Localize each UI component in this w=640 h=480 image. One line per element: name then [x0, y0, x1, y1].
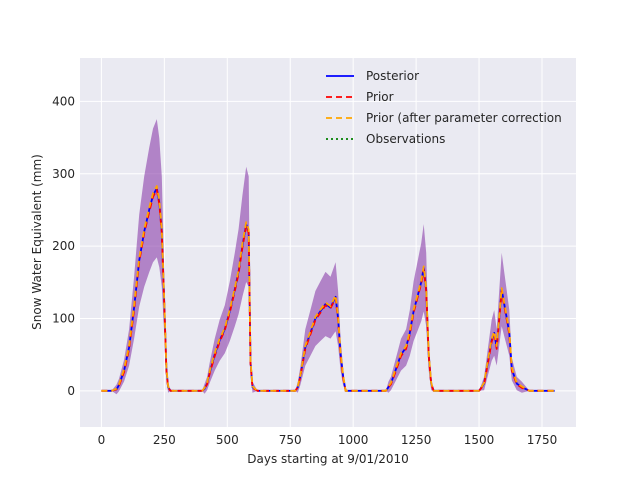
legend-label: Prior: [366, 90, 394, 104]
y-tick-label: 300: [52, 167, 75, 181]
y-tick-label: 200: [52, 239, 75, 253]
x-tick-label: 250: [153, 433, 176, 447]
grid: [80, 58, 576, 427]
x-tick-label: 500: [216, 433, 239, 447]
legend-label: Posterior: [366, 69, 419, 83]
y-tick-label: 100: [52, 311, 75, 325]
series-line-3: [101, 185, 555, 392]
legend-label: Observations: [366, 132, 445, 146]
y-tick-labels: 0 100 200 300 400: [52, 94, 75, 397]
x-axis-label: Days starting at 9/01/2010: [247, 452, 408, 466]
x-tick-label: 0: [98, 433, 106, 447]
y-axis-label: Snow Water Equivalent (mm): [30, 154, 44, 330]
x-tick-label: 750: [279, 433, 302, 447]
series-lines: [101, 185, 555, 392]
x-tick-labels: 0 250 500 750 1000 1250 1500 1750: [98, 433, 558, 447]
y-tick-label: 400: [52, 94, 75, 108]
x-tick-label: 1500: [464, 433, 495, 447]
legend: Posterior Prior Prior (after parameter cor…: [326, 69, 562, 146]
y-tick-label: 0: [67, 384, 75, 398]
x-tick-label: 1000: [338, 433, 369, 447]
x-tick-label: 1750: [527, 433, 558, 447]
legend-label: Prior (after parameter correction: [366, 111, 562, 125]
x-tick-label: 1250: [401, 433, 432, 447]
